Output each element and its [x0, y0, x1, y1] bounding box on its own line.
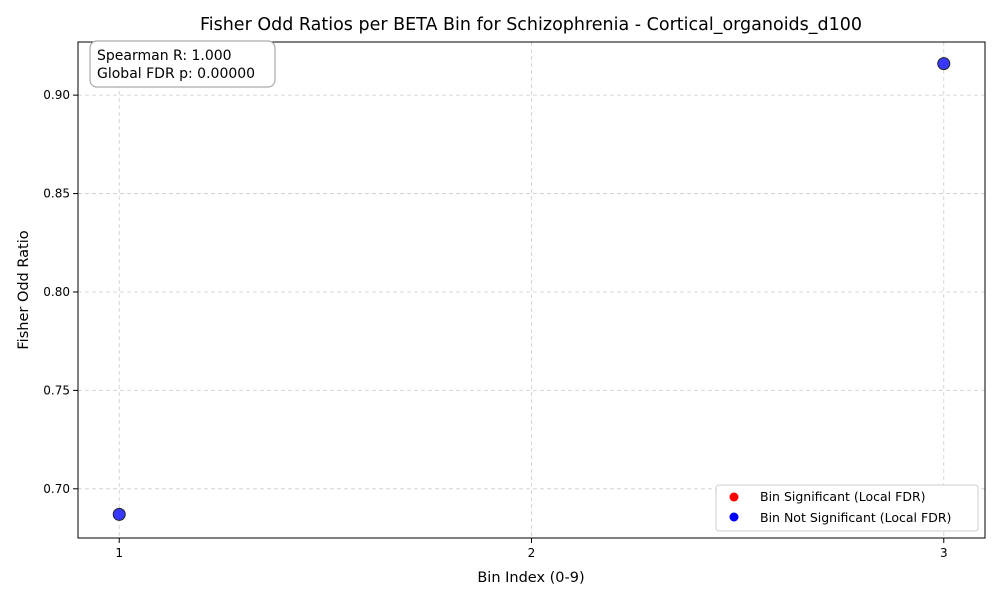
- y-tick-label: 0.90: [43, 88, 70, 102]
- x-tick-label: 1: [115, 546, 123, 560]
- y-tick-label: 0.85: [43, 187, 70, 201]
- stats-annotation-box: [89, 40, 276, 88]
- data-points: [112, 57, 951, 521]
- legend-label-not-significant: Bin Not Significant (Local FDR): [760, 510, 951, 525]
- x-axis-label: Bin Index (0-9): [477, 570, 584, 586]
- legend-box: [715, 484, 979, 532]
- stats-annotation: Spearman R: 1.000 Global FDR p: 0.00000: [89, 40, 276, 88]
- grid-lines: [78, 42, 985, 538]
- y-tick-label: 0.70: [43, 482, 70, 496]
- legend-marker-not-significant: [729, 512, 739, 522]
- y-axis-label: Fisher Odd Ratio: [16, 230, 32, 349]
- data-point: [937, 57, 951, 71]
- stats-annotation-line-1: Spearman R: 1.000: [97, 48, 232, 64]
- stats-annotation-line-2: Global FDR p: 0.00000: [97, 66, 255, 82]
- legend-marker-significant: [729, 492, 739, 502]
- data-point: [112, 507, 126, 521]
- y-tick-label: 0.75: [43, 383, 70, 397]
- legend-label-significant: Bin Significant (Local FDR): [760, 489, 926, 504]
- legend: Bin Significant (Local FDR) Bin Not Sign…: [715, 484, 979, 532]
- y-axis-ticks: 0.70 0.75 0.80 0.85 0.90: [43, 88, 78, 496]
- x-axis-ticks: 1 2 3: [115, 538, 948, 560]
- x-tick-label: 2: [528, 546, 536, 560]
- x-tick-label: 3: [940, 546, 948, 560]
- chart-title: Fisher Odd Ratios per BETA Bin for Schiz…: [200, 15, 862, 35]
- y-tick-label: 0.80: [43, 285, 70, 299]
